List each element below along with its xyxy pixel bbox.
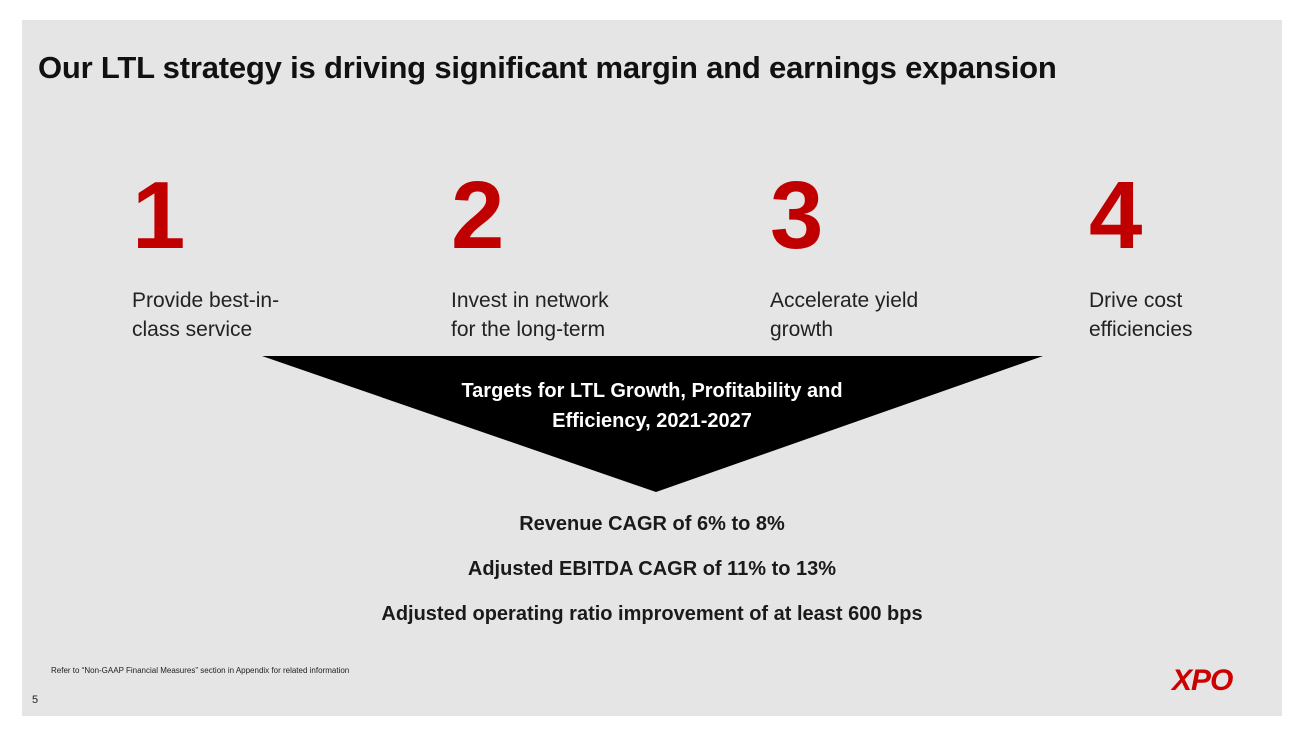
pillar-description: Provide best-in- class service xyxy=(132,286,332,344)
pillar-description: Drive cost efficiencies xyxy=(1089,286,1289,344)
pillar-description-line: for the long-term xyxy=(451,318,606,341)
pillar-4: 4 Drive cost efficiencies xyxy=(1089,168,1300,344)
pillar-description-line: growth xyxy=(770,318,834,341)
page-number: 5 xyxy=(32,694,39,706)
pillar-description-line: class service xyxy=(132,318,253,341)
pillar-3: 3 Accelerate yield growth xyxy=(770,168,1030,344)
pillar-2: 2 Invest in network for the long-term xyxy=(451,168,711,344)
pillar-number: 1 xyxy=(132,162,186,269)
targets-header: Targets for LTL Growth, Profitability an… xyxy=(402,376,902,436)
targets-header-line: Efficiency, 2021-2027 xyxy=(552,410,752,432)
target-item: Revenue CAGR of 6% to 8% xyxy=(519,513,785,535)
funnel-triangle-shape xyxy=(262,356,1043,492)
pillar-description-line: Drive cost xyxy=(1089,289,1183,312)
target-item: Adjusted EBITDA CAGR of 11% to 13% xyxy=(467,558,837,580)
pillar-number: 2 xyxy=(451,162,505,269)
slide: Our LTL strategy is driving significant … xyxy=(22,20,1282,716)
target-item: Adjusted operating ratio improvement of … xyxy=(381,603,923,625)
footnote: Refer to “Non-GAAP Financial Measures” s… xyxy=(51,666,350,675)
pillar-description: Accelerate yield growth xyxy=(770,286,970,344)
pillar-1: 1 Provide best-in- class service xyxy=(132,168,392,344)
pillar-description: Invest in network for the long-term xyxy=(451,286,651,344)
targets-header-line: Targets for LTL Growth, Profitability an… xyxy=(461,380,843,402)
pillar-description-line: Provide best-in- xyxy=(132,289,280,312)
targets-list: Revenue CAGR of 6% to 8% Adjusted EBITDA… xyxy=(22,510,1282,645)
pillar-description-line: Invest in network xyxy=(451,289,609,312)
pillar-description-line: efficiencies xyxy=(1089,318,1193,341)
funnel-triangle xyxy=(262,356,1043,492)
pillar-number: 3 xyxy=(770,162,824,269)
slide-title: Our LTL strategy is driving significant … xyxy=(38,50,1057,85)
pillar-description-line: Accelerate yield xyxy=(770,289,919,312)
xpo-logo: XPO xyxy=(1172,664,1233,697)
pillar-number: 4 xyxy=(1089,162,1143,269)
